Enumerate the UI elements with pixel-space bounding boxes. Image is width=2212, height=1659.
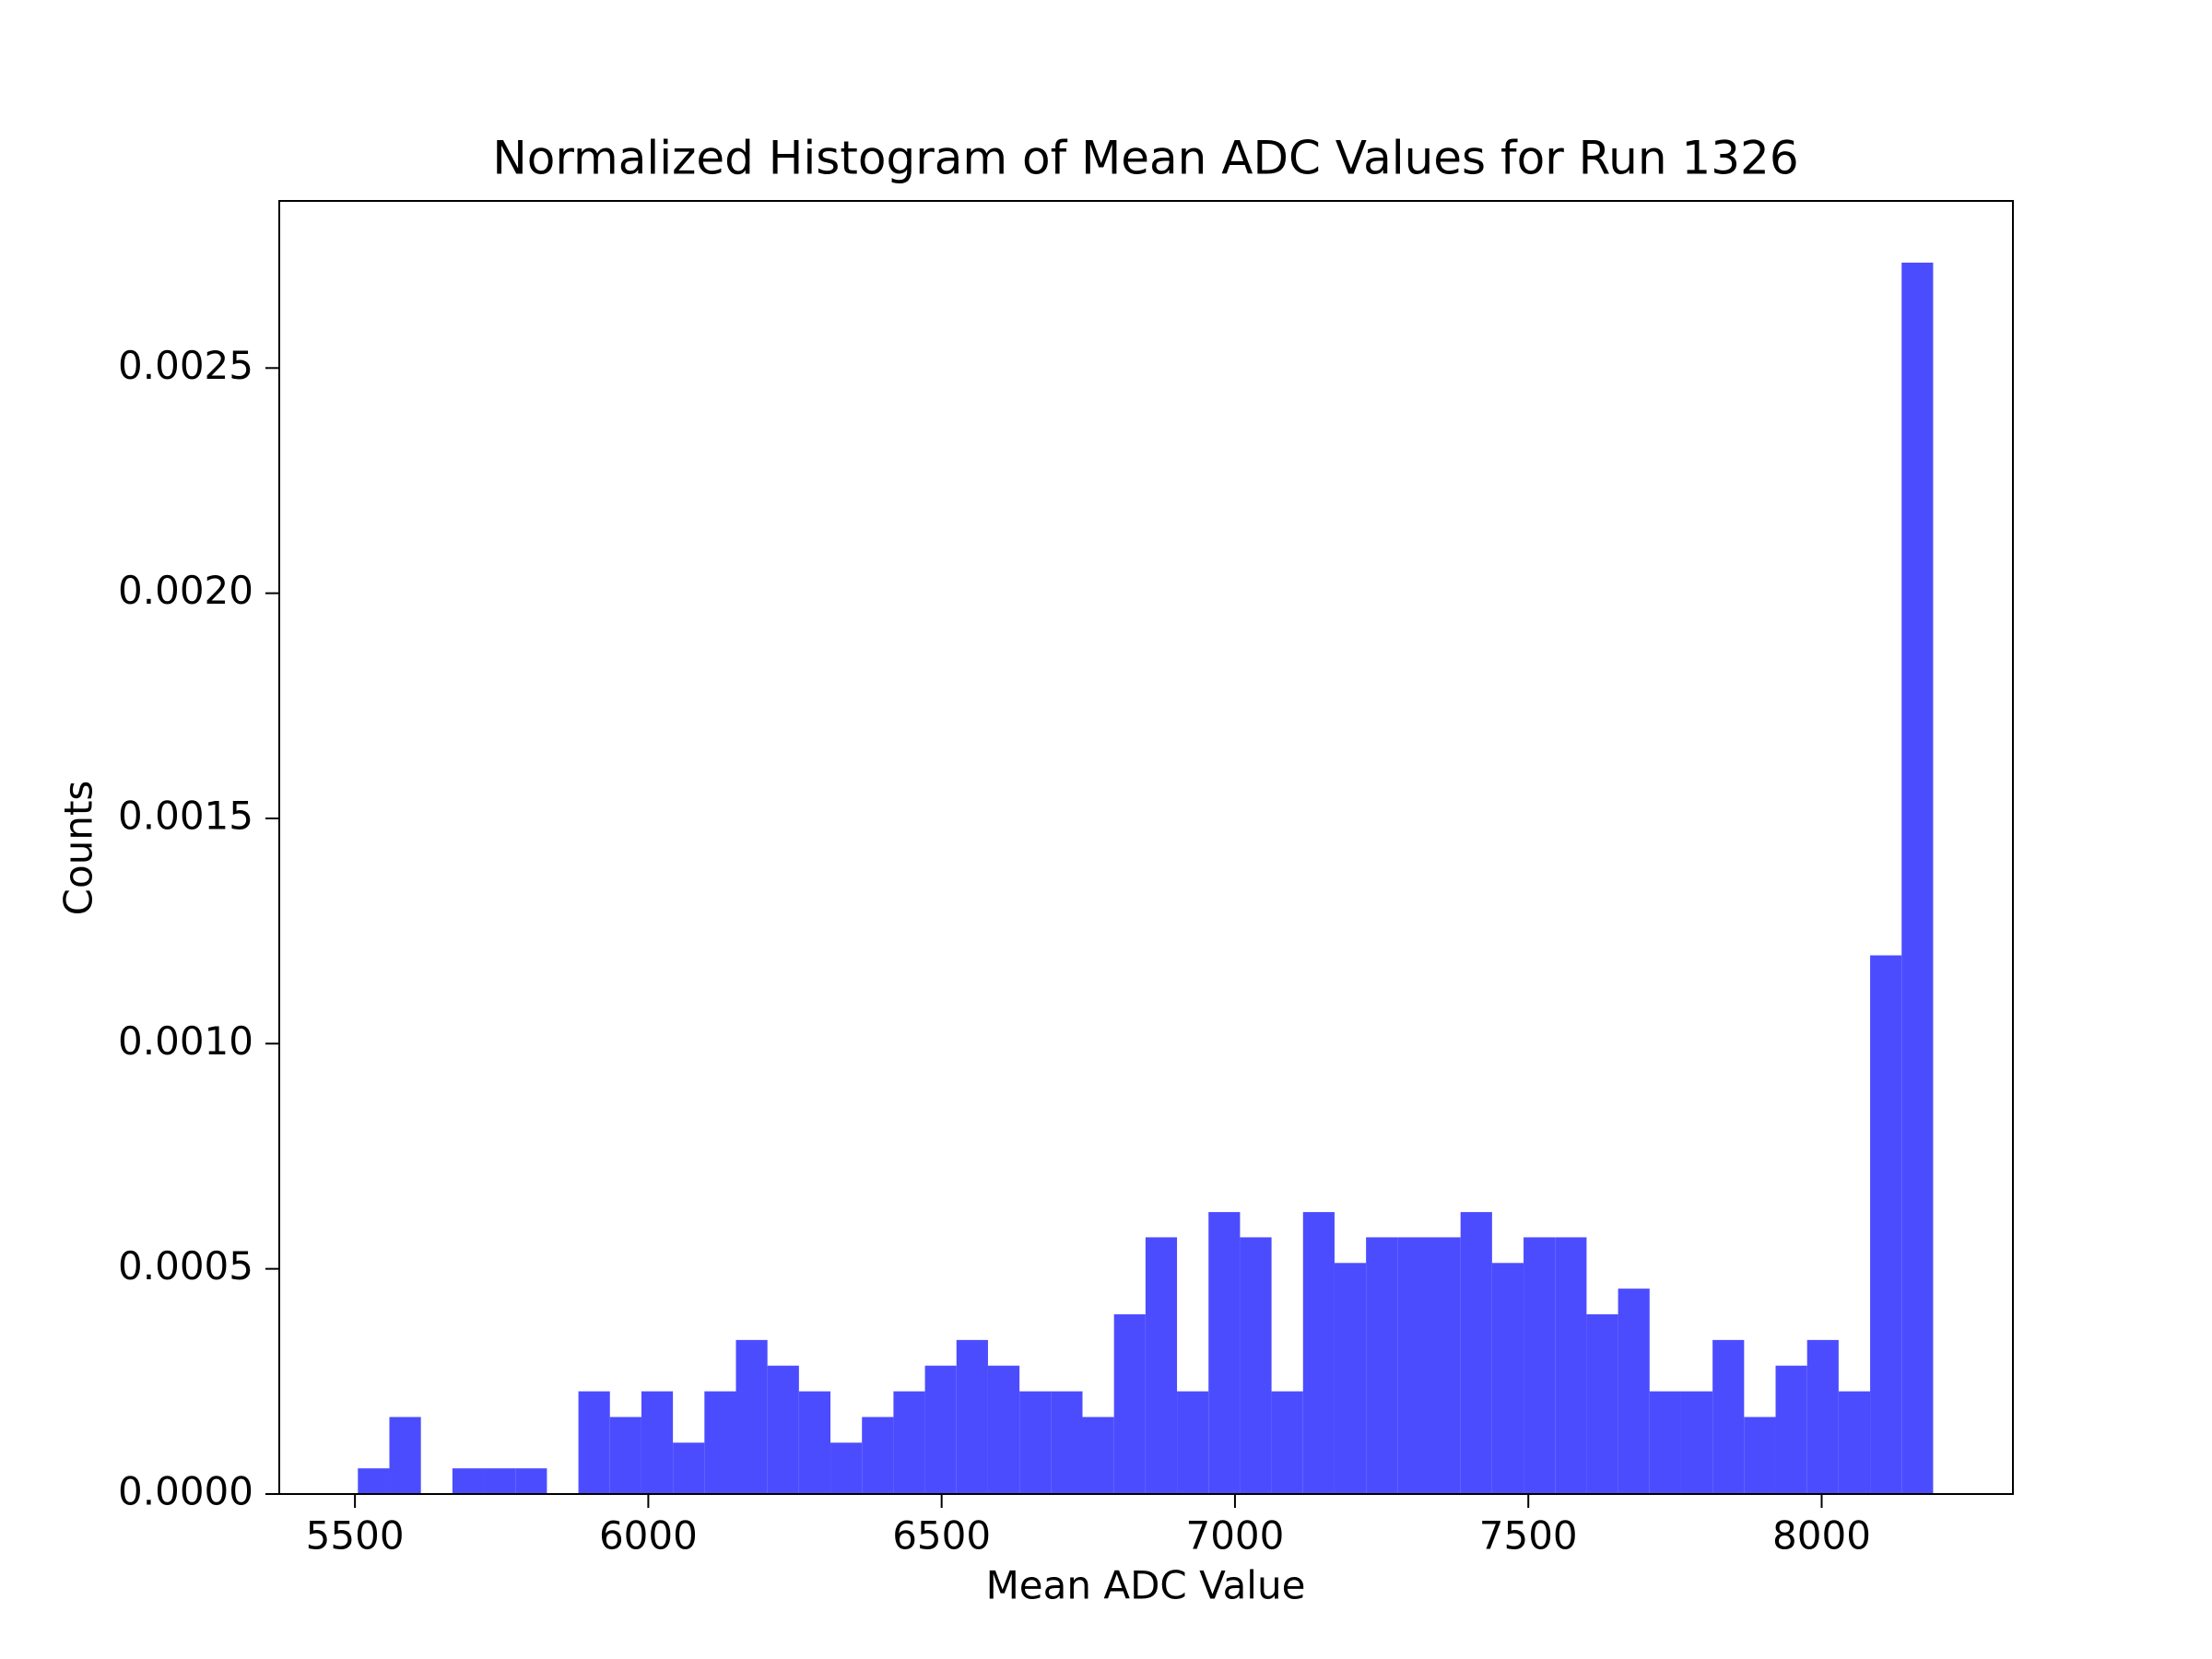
bar — [641, 1391, 674, 1494]
bar — [987, 1365, 1020, 1494]
bar — [1901, 262, 1934, 1494]
bar — [830, 1442, 863, 1494]
bar — [1870, 955, 1902, 1494]
plot-frame — [278, 200, 2014, 1495]
y-tick-label: 0.0005 — [118, 1243, 253, 1288]
x-tick-label: 6000 — [599, 1513, 698, 1559]
bar — [767, 1365, 799, 1494]
bar — [389, 1417, 421, 1494]
x-tick-label: 5500 — [306, 1513, 405, 1559]
bar — [1429, 1237, 1461, 1494]
bar — [1491, 1263, 1524, 1494]
bar — [1649, 1391, 1681, 1494]
bar — [1680, 1391, 1713, 1494]
bar — [1586, 1314, 1618, 1494]
bar — [1113, 1314, 1146, 1494]
x-tick-label: 6500 — [892, 1513, 991, 1559]
bar — [1744, 1417, 1776, 1494]
bar — [1145, 1237, 1178, 1494]
y-tick-label: 0.0010 — [118, 1018, 253, 1064]
y-tick-label: 0.0020 — [118, 568, 253, 613]
bar — [609, 1417, 641, 1494]
bar — [956, 1339, 988, 1494]
x-tick-label: 8000 — [1772, 1513, 1871, 1559]
bar — [673, 1442, 705, 1494]
x-tick-label: 7500 — [1479, 1513, 1578, 1559]
bar — [1366, 1237, 1398, 1494]
bar — [358, 1468, 390, 1494]
bar — [1838, 1391, 1871, 1494]
chart-title: Normalized Histogram of Mean ADC Values … — [492, 132, 1798, 185]
bar — [1460, 1212, 1492, 1494]
bar — [1302, 1212, 1335, 1494]
bar — [1051, 1391, 1083, 1494]
y-tick-label: 0.0015 — [118, 793, 253, 838]
bar — [484, 1468, 516, 1494]
bar — [1082, 1417, 1114, 1494]
bar — [1618, 1288, 1650, 1494]
y-tick-label: 0.0025 — [118, 343, 253, 388]
bar — [798, 1391, 831, 1494]
bar — [1334, 1263, 1367, 1494]
bar — [1177, 1391, 1209, 1494]
bar — [1524, 1237, 1556, 1494]
bar — [1712, 1339, 1745, 1494]
bar — [515, 1468, 547, 1494]
bar — [924, 1365, 957, 1494]
bar — [1775, 1365, 1807, 1494]
bar — [862, 1417, 894, 1494]
bar — [1019, 1391, 1052, 1494]
bar — [1240, 1237, 1272, 1494]
y-axis-label: Counts — [56, 781, 101, 916]
bar — [1208, 1212, 1241, 1494]
y-tick-label: 0.0000 — [118, 1469, 253, 1514]
bar — [735, 1339, 768, 1494]
x-tick-label: 7000 — [1185, 1513, 1284, 1559]
bar — [452, 1468, 485, 1494]
bar — [1271, 1391, 1303, 1494]
bar — [1397, 1237, 1430, 1494]
bar — [1806, 1339, 1839, 1494]
bar — [893, 1391, 925, 1494]
x-axis-label: Mean ADC Value — [986, 1563, 1306, 1608]
bar — [1555, 1237, 1587, 1494]
bar — [578, 1391, 610, 1494]
bar — [704, 1391, 736, 1494]
